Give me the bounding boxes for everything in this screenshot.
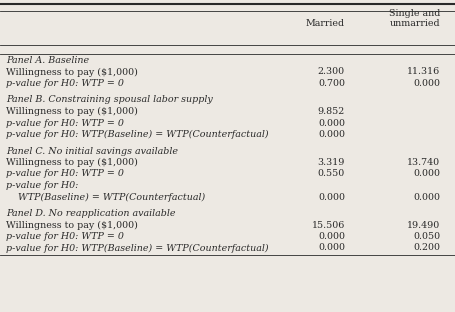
Text: p-value for H0: WTP = 0: p-value for H0: WTP = 0 bbox=[6, 169, 124, 178]
Text: Panel B. Constraining spousal labor supply: Panel B. Constraining spousal labor supp… bbox=[6, 95, 212, 105]
Text: 0.000: 0.000 bbox=[317, 232, 344, 241]
Text: Panel A. Baseline: Panel A. Baseline bbox=[6, 56, 89, 65]
Text: 0.000: 0.000 bbox=[412, 169, 439, 178]
Text: p-value for H0:: p-value for H0: bbox=[6, 181, 78, 190]
Text: 2.300: 2.300 bbox=[317, 67, 344, 76]
Text: 0.550: 0.550 bbox=[317, 169, 344, 178]
Text: p-value for H0: WTP(Baseline) = WTP(Counterfactual): p-value for H0: WTP(Baseline) = WTP(Coun… bbox=[6, 243, 268, 253]
Text: 0.000: 0.000 bbox=[317, 243, 344, 252]
Text: unmarried: unmarried bbox=[389, 19, 439, 28]
Text: 0.050: 0.050 bbox=[412, 232, 439, 241]
Text: p-value for H0: WTP = 0: p-value for H0: WTP = 0 bbox=[6, 79, 124, 88]
Text: 0.000: 0.000 bbox=[317, 119, 344, 128]
Text: WTP(Baseline) = WTP(Counterfactual): WTP(Baseline) = WTP(Counterfactual) bbox=[6, 193, 205, 202]
Text: 0.000: 0.000 bbox=[412, 193, 439, 202]
Text: 3.319: 3.319 bbox=[317, 158, 344, 167]
Text: 15.506: 15.506 bbox=[311, 221, 344, 230]
Text: Willingness to pay ($1,000): Willingness to pay ($1,000) bbox=[6, 107, 137, 116]
Text: 0.000: 0.000 bbox=[317, 130, 344, 139]
Text: 0.000: 0.000 bbox=[317, 193, 344, 202]
Text: 13.740: 13.740 bbox=[406, 158, 439, 167]
Text: Panel C. No initial savings available: Panel C. No initial savings available bbox=[6, 147, 177, 155]
Text: 0.200: 0.200 bbox=[412, 243, 439, 252]
Text: Willingness to pay ($1,000): Willingness to pay ($1,000) bbox=[6, 67, 137, 77]
Text: 11.316: 11.316 bbox=[406, 67, 439, 76]
Text: p-value for H0: WTP = 0: p-value for H0: WTP = 0 bbox=[6, 232, 124, 241]
Text: Panel D. No reapplication available: Panel D. No reapplication available bbox=[6, 209, 175, 218]
Text: Willingness to pay ($1,000): Willingness to pay ($1,000) bbox=[6, 221, 137, 230]
Text: 9.852: 9.852 bbox=[317, 107, 344, 116]
Text: 0.000: 0.000 bbox=[412, 79, 439, 88]
Text: p-value for H0: WTP(Baseline) = WTP(Counterfactual): p-value for H0: WTP(Baseline) = WTP(Coun… bbox=[6, 130, 268, 139]
Text: Married: Married bbox=[305, 19, 344, 28]
Text: p-value for H0: WTP = 0: p-value for H0: WTP = 0 bbox=[6, 119, 124, 128]
Text: 19.490: 19.490 bbox=[406, 221, 439, 230]
Text: Willingness to pay ($1,000): Willingness to pay ($1,000) bbox=[6, 158, 137, 167]
Text: Single and: Single and bbox=[388, 9, 439, 18]
Text: 0.700: 0.700 bbox=[317, 79, 344, 88]
